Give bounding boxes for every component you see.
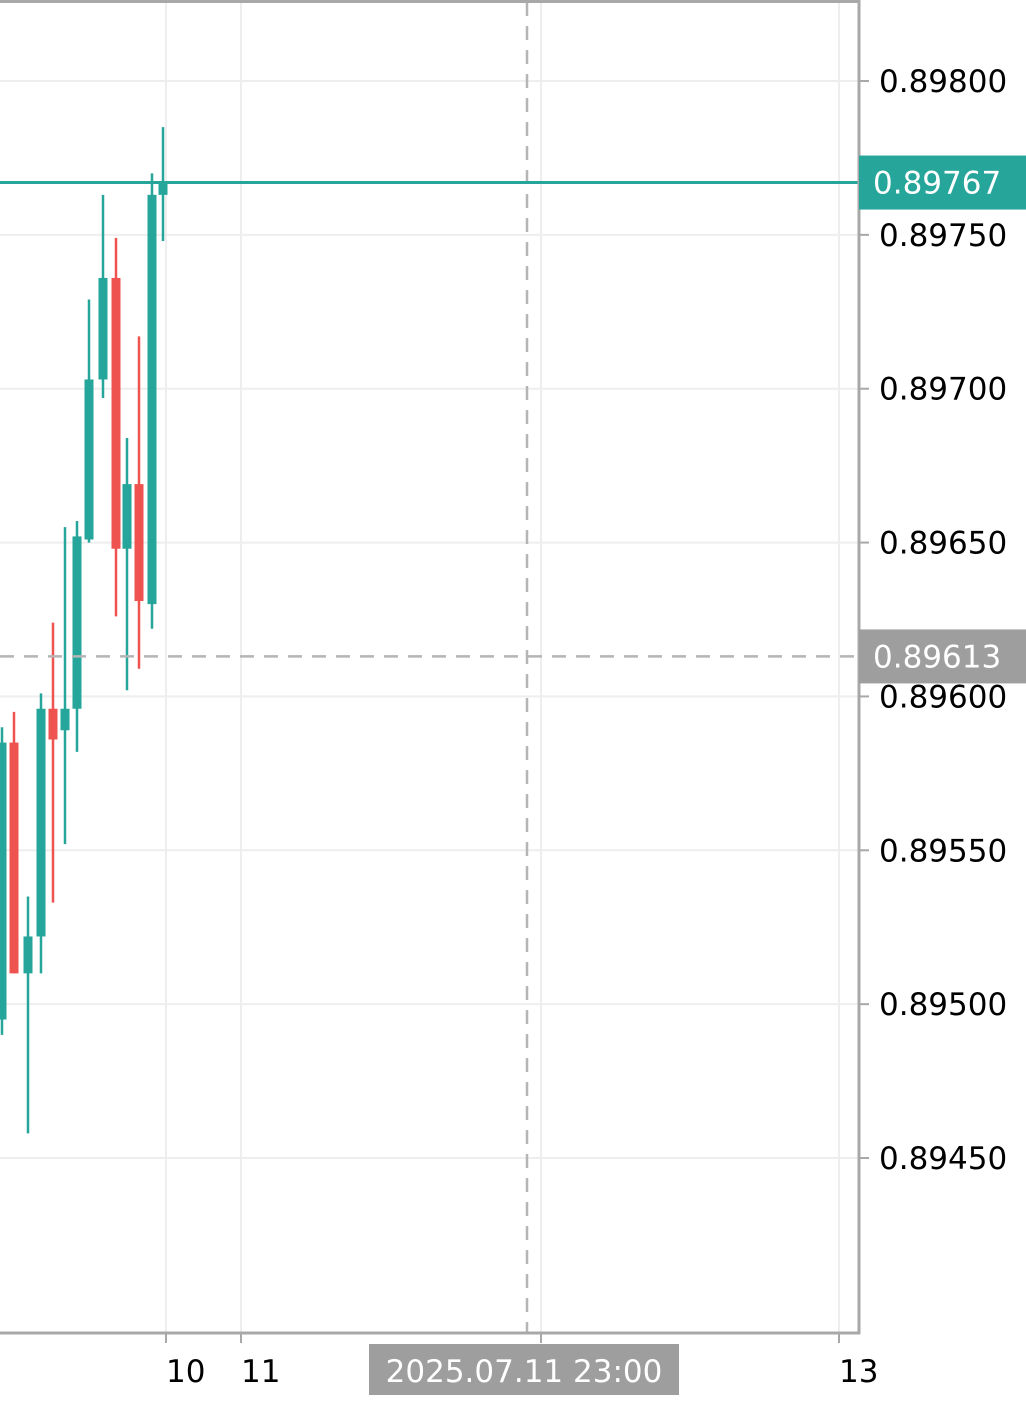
candle-body [72, 536, 82, 709]
crosshair-price-label: 0.89613 [873, 639, 1001, 675]
candle-down [111, 237, 121, 617]
crosshair-time-label: 2025.07.11 23:00 [386, 1354, 663, 1390]
candle-up [23, 896, 33, 1134]
candles [0, 127, 168, 1134]
candle-up [122, 437, 132, 691]
crosshair-time-label-box [369, 1344, 679, 1395]
price-lines [0, 2, 859, 1333]
candle-body [60, 708, 70, 731]
y-tick-label: 0.89800 [879, 64, 1007, 100]
y-tick-label: 0.89700 [879, 372, 1007, 408]
y-tick-label: 0.89500 [879, 987, 1007, 1023]
candle-body [147, 194, 157, 605]
candle-body [84, 379, 94, 540]
y-tick-label: 0.89450 [879, 1141, 1007, 1177]
last-price-label: 0.89767 [873, 166, 1001, 202]
candle-up [158, 127, 168, 242]
candle-down [9, 711, 19, 974]
grid [0, 2, 859, 1333]
candle-body [98, 277, 108, 380]
candle-down [48, 622, 58, 903]
candle-body [48, 708, 58, 740]
y-tick-label: 0.89600 [879, 679, 1007, 715]
last-price-label-box [859, 155, 1026, 210]
y-tick-label: 0.89550 [879, 833, 1007, 869]
candle-body [36, 708, 46, 937]
axes [0, 0, 869, 1343]
candle-up [147, 173, 157, 629]
candle-body [111, 277, 121, 549]
candle-up [84, 299, 94, 543]
candle-up [72, 521, 82, 752]
candle-body [134, 484, 144, 602]
candle-up [98, 194, 108, 398]
axis-labels: 0.89800 0.89750 0.89700 0.89650 0.89600 0.895… [166, 64, 1026, 1395]
candle-body [23, 936, 33, 974]
crosshair-price-label-box [859, 629, 1026, 684]
x-tick-label: 10 [166, 1354, 205, 1390]
candle-up [36, 693, 46, 974]
x-tick-label: 13 [839, 1354, 878, 1390]
candle-body [158, 182, 168, 195]
y-tick-label: 0.89650 [879, 526, 1007, 562]
x-tick-label: 11 [241, 1354, 280, 1390]
candle-up [60, 527, 70, 845]
candle-up [0, 727, 7, 1035]
y-tick-label: 0.89750 [879, 218, 1007, 254]
candle-body [122, 484, 132, 549]
candle-body [0, 742, 7, 1020]
candle-body [9, 742, 19, 974]
candle-down [134, 336, 144, 669]
